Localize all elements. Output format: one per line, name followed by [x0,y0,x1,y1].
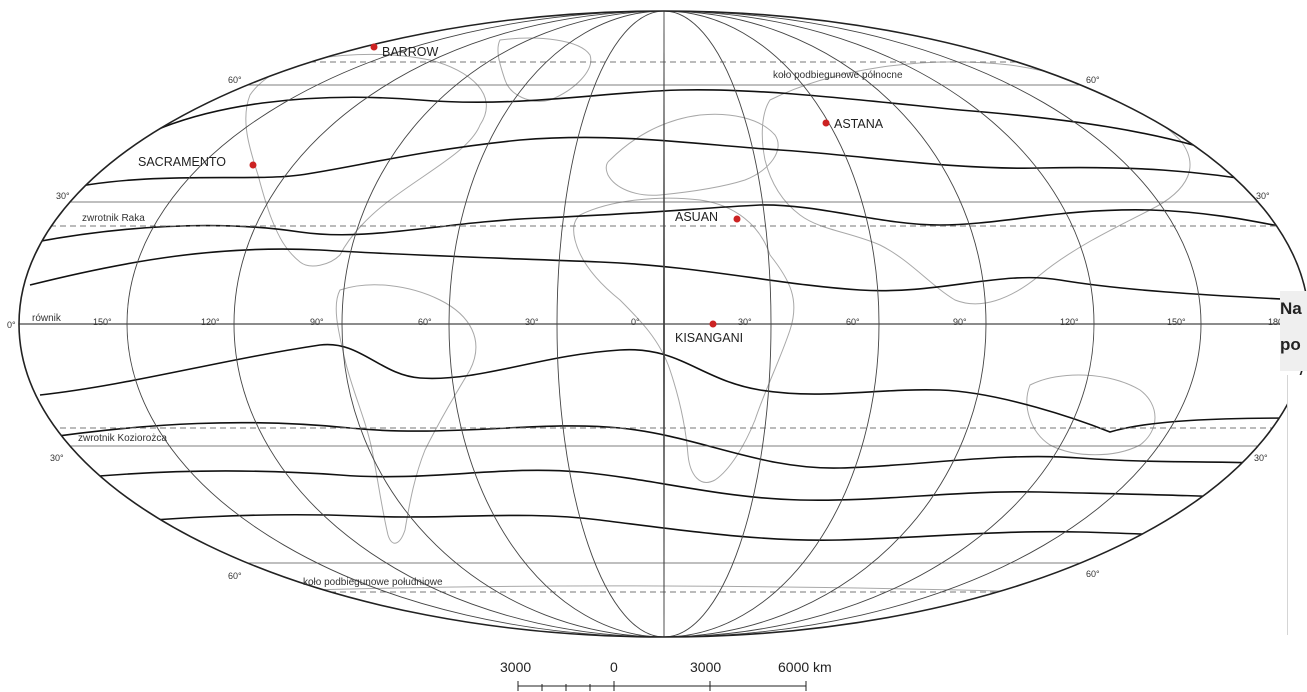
lat-60s-right-label: 60° [1086,569,1100,579]
tropic-of-cancer-label: zwrotnik Raka [82,213,145,224]
lon-150w-label: 150° [93,317,112,327]
lon-0-label: 0° [631,317,640,327]
clipped-heading-line-2: po [1280,335,1301,354]
side-panel-edge [1287,375,1307,635]
arctic-circle-label: koło podbiegunowe północne [773,70,903,81]
lon-90e-label: 90° [953,317,967,327]
asia-coast [761,61,1191,305]
meridians [126,11,1202,637]
lat-60s-left-label: 60° [228,571,242,581]
boundary-line-1 [119,88,1241,161]
antarctic-circle-label: koło podbiegunowe południowe [303,577,443,588]
scale-label-6000: 6000 km [778,659,832,675]
boundary-line-2 [59,136,1281,191]
boundary-line-6 [29,421,1301,469]
astana-marker [822,119,830,127]
scale-bar: 3000 0 3000 6000 km [500,659,832,691]
kisangani-label: KISANGANI [675,331,743,345]
lat-30s-left-label: 30° [50,453,64,463]
lon-120w-label: 120° [201,317,220,327]
boundary-line-5 [39,343,1301,433]
longitude-labels: 150° 120° 90° 60° 30° 0° 30° 60° 90° 120… [93,317,1287,327]
kisangani-marker [709,320,717,328]
climate-zone-boundaries [19,88,1301,542]
antarctica-coast [39,585,1291,601]
lat-30n-left-label: 30° [56,191,70,201]
scale-label-3000-right: 3000 [690,659,721,675]
astana-label: ASTANA [834,117,884,131]
special-parallels [19,61,1307,593]
lon-30w-label: 30° [525,317,539,327]
europe-coast [605,113,779,196]
lat-0-left-label: 0° [7,320,16,330]
barrow-marker [370,43,378,51]
asuan-marker [733,215,741,223]
lon-180e-label: 180° [1268,317,1287,327]
lon-150e-label: 150° [1167,317,1186,327]
scale-label-3000-left: 3000 [500,659,531,675]
sacramento-label: SACRAMENTO [138,155,226,169]
clipped-heading-text: Na po [1280,291,1307,371]
clipped-heading-line-1: Na [1280,299,1302,318]
north-america-coast [245,53,487,267]
scale-label-0: 0 [610,659,618,675]
lon-60w-label: 60° [418,317,432,327]
boundary-line-7 [39,469,1291,502]
australia-coast [1026,374,1156,456]
boundary-line-4 [29,248,1301,301]
boundary-line-3 [19,204,1301,246]
lat-60n-left-label: 60° [228,75,242,85]
lat-30s-right-label: 30° [1254,453,1268,463]
sacramento-marker [249,161,257,169]
map-outline [18,10,1307,638]
lon-60e-label: 60° [846,317,860,327]
barrow-label: BARROW [382,45,438,59]
lat-60n-right-label: 60° [1086,75,1100,85]
equator-label: równik [32,313,62,324]
lat-30n-right-label: 30° [1256,191,1270,201]
tropic-of-capricorn-label: zwrotnik Koziorożca [78,433,167,444]
south-america-coast [335,284,477,544]
asuan-label: ASUAN [675,210,718,224]
africa-coast [573,197,795,483]
lon-30e-label: 30° [738,317,752,327]
city-markers: BARROW ASTANA SACRAMENTO ASUAN KISANGANI [138,43,884,345]
lon-90w-label: 90° [310,317,324,327]
lon-120e-label: 120° [1060,317,1079,327]
boundary-line-8 [59,513,1281,542]
